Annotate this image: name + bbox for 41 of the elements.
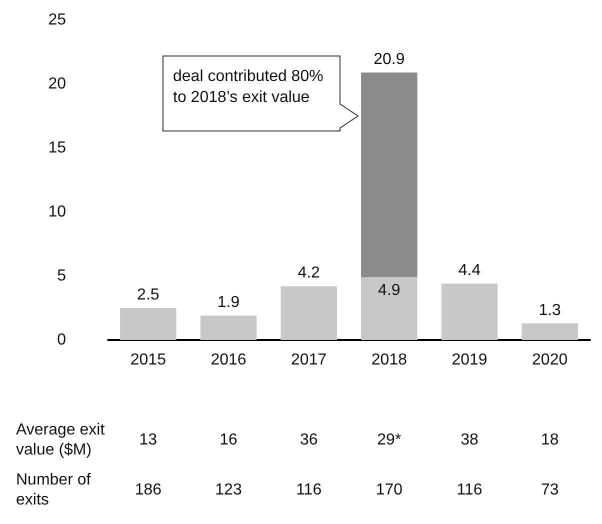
x-tick-label: 2019 — [452, 352, 488, 368]
x-tick-label: 2020 — [532, 352, 568, 368]
text: 13 — [139, 432, 158, 448]
y-tick-label: 0 — [57, 332, 66, 348]
data-label: 1.9 — [217, 294, 240, 312]
y-tick-label: 10 — [48, 204, 66, 220]
bar — [522, 323, 578, 340]
text: 18 — [540, 432, 559, 448]
text: 16 — [220, 432, 238, 448]
data-label: 2.5 — [137, 286, 160, 304]
y-tick-label: 20 — [48, 76, 66, 92]
x-tick-label: 2017 — [291, 352, 327, 368]
x-tick-label: 2016 — [210, 352, 246, 368]
data-label: 4.9 — [378, 282, 400, 299]
text: 29* — [377, 432, 402, 448]
bar — [280, 286, 337, 340]
text: 186 — [134, 482, 162, 498]
x-tick-label: 2018 — [371, 352, 408, 368]
text: 116 — [296, 482, 322, 498]
text: 73 — [540, 482, 559, 498]
text: Number of exits — [16, 472, 96, 508]
annotation: deal contributed 80% to 2018’s exit value — [173, 68, 328, 106]
text: 38 — [460, 432, 478, 448]
y-tick-label: 5 — [57, 268, 66, 284]
y-tick-label: 25 — [48, 12, 66, 28]
data-label: 4.2 — [298, 264, 320, 282]
x-tick-label: 2015 — [130, 352, 166, 368]
text: 116 — [456, 482, 482, 498]
text: 36 — [300, 432, 318, 448]
data-label: 1.3 — [538, 302, 562, 319]
text: 123 — [215, 482, 242, 498]
data-label: 4.4 — [458, 262, 481, 280]
text: 170 — [376, 482, 403, 498]
total-label: 20.9 — [374, 50, 405, 68]
y-tick-label: 15 — [48, 140, 66, 156]
bar — [120, 308, 176, 340]
text: Average exit value ($M) — [16, 422, 110, 458]
bar — [361, 277, 418, 340]
bar — [441, 284, 498, 340]
bar — [361, 72, 418, 278]
bar — [200, 316, 257, 340]
